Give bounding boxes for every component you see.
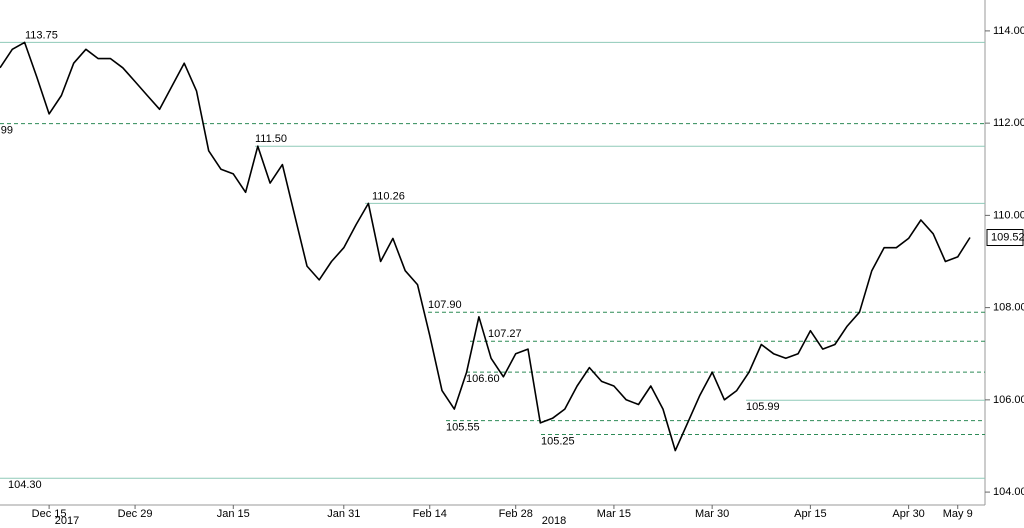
level-label: 105.99	[746, 401, 780, 413]
x-tick-label: Jan 31	[327, 508, 360, 520]
year-label: 2018	[542, 515, 566, 527]
level-label: 104.30	[8, 479, 42, 491]
level-label: 107.27	[488, 328, 522, 340]
y-tick-label: 108.00	[993, 302, 1024, 314]
level-label: 105.55	[446, 422, 480, 434]
x-tick-label: Apr 15	[794, 508, 826, 520]
x-tick-label: Feb 14	[413, 508, 447, 520]
x-tick-label: Dec 29	[118, 508, 153, 520]
level-label: 111.50	[255, 133, 287, 145]
x-tick-label: Feb 28	[499, 508, 533, 520]
x-tick-label: May 9	[943, 508, 973, 520]
y-tick-label: 110.00	[993, 209, 1024, 221]
x-tick-label: Jan 15	[217, 508, 250, 520]
price-line	[0, 41, 971, 452]
level-label: 110.26	[372, 190, 405, 202]
y-tick-label: 104.00	[993, 486, 1024, 498]
last-value-box	[986, 229, 1024, 247]
level-label: 105.25	[541, 435, 575, 447]
level-label: 106.60	[466, 373, 500, 385]
y-tick-label: 106.00	[993, 394, 1024, 406]
x-tick-label: Apr 30	[892, 508, 924, 520]
level-label: 107.90	[428, 299, 462, 311]
level-label: 113.75	[25, 29, 58, 41]
x-tick-label: Mar 15	[597, 508, 631, 520]
y-tick-label: 114.00	[993, 25, 1024, 37]
x-tick-label: Mar 30	[695, 508, 729, 520]
last-value-label: 109.52	[991, 231, 1024, 243]
x-tick-label: Dec 15	[32, 508, 67, 520]
y-tick-label: 112.00	[993, 117, 1024, 129]
year-label: 2017	[55, 515, 79, 527]
level-label: 111.99	[0, 125, 13, 137]
